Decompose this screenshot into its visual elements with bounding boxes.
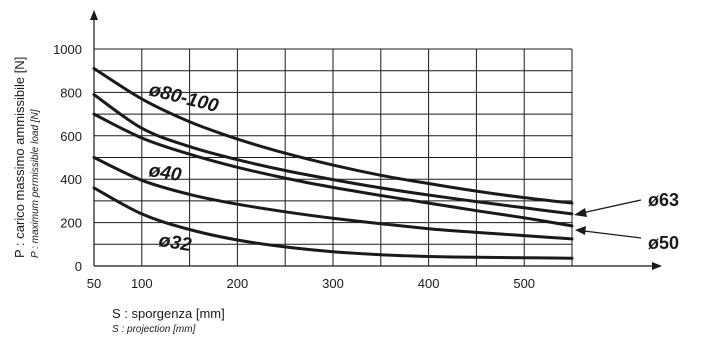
x-tick-label: 50 — [87, 276, 101, 291]
series-label-80-100: ø80-100 — [147, 79, 221, 117]
y-tick-label: 600 — [60, 129, 82, 144]
series-curve-1 — [92, 93, 574, 216]
series-curve-3 — [92, 156, 574, 241]
y-tick-label: 400 — [60, 172, 82, 187]
series-curves — [92, 67, 574, 260]
svg-text:ø63: ø63 — [648, 190, 679, 210]
x-axis-label-en: S : projection [mm] — [112, 324, 196, 335]
y-tick-label: 200 — [60, 216, 82, 231]
series-curve-0 — [92, 67, 574, 205]
callout-63: ø63 — [574, 190, 679, 217]
y-tick-label: 1000 — [53, 42, 82, 57]
y-axis-label: P : carico massimo ammissibile [N] — [12, 57, 27, 258]
series-label-40: ø40 — [147, 160, 183, 186]
tick-labels: 0 200 400 600 800 1000 50 100 200 300 400 500 — [53, 42, 535, 291]
x-axis-label: S : sporgenza [mm] — [112, 306, 225, 321]
x-axis-arrow — [652, 262, 662, 270]
y-axis-arrow — [90, 10, 98, 20]
series-label-32: ø32 — [157, 230, 193, 256]
y-axis-label-en: P : maximum permissible load [N] — [30, 109, 41, 258]
x-tick-label: 400 — [418, 276, 440, 291]
axes — [90, 10, 662, 270]
series-curve-2 — [92, 112, 574, 228]
grid — [93, 48, 573, 266]
svg-text:ø50: ø50 — [648, 233, 679, 253]
x-tick-label: 100 — [131, 276, 153, 291]
x-tick-label: 500 — [513, 276, 535, 291]
x-tick-label: 200 — [227, 276, 249, 291]
series-curve-4 — [92, 186, 574, 260]
y-tick-label: 800 — [60, 85, 82, 100]
x-tick-label: 300 — [322, 276, 344, 291]
callout-50: ø50 — [575, 226, 679, 253]
y-tick-label: 0 — [75, 259, 82, 274]
